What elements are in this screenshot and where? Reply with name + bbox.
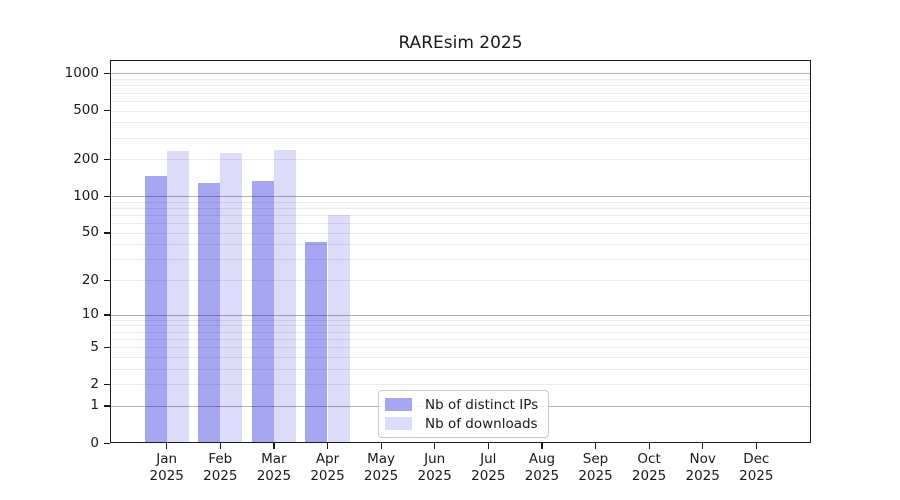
- x-tick-oct: [648, 443, 650, 449]
- x-tick-nov: [702, 443, 704, 449]
- bars-layer: [110, 60, 811, 443]
- x-tick-aug: [541, 443, 543, 449]
- gridline-7: [110, 331, 811, 333]
- x-tick-label-nov: Nov 2025: [685, 451, 720, 484]
- x-tick-label-dec: Dec 2025: [739, 451, 774, 484]
- y-tick-label-100: 100: [73, 187, 99, 204]
- x-tick-feb: [219, 443, 221, 449]
- gridline-90: [110, 201, 811, 203]
- bar-feb-distinct-ips: [198, 183, 221, 443]
- x-tick-jul: [487, 443, 489, 449]
- y-tick-label-1000: 1000: [64, 64, 99, 81]
- y-tick-label-20: 20: [81, 271, 99, 288]
- gridline-800: [110, 85, 811, 87]
- gridline-600: [110, 100, 811, 102]
- bar-feb-downloads: [220, 152, 243, 443]
- legend: Nb of distinct IPs Nb of downloads: [378, 390, 550, 438]
- y-tick-label-1: 1: [90, 397, 99, 414]
- x-tick-label-mar: Mar 2025: [256, 451, 292, 484]
- bar-apr-downloads: [327, 215, 350, 443]
- gridline-300: [110, 137, 811, 139]
- bar-apr-distinct-ips: [305, 241, 328, 443]
- x-tick-label-feb: Feb 2025: [203, 451, 238, 484]
- y-tick-1000: [104, 72, 110, 75]
- gridline-400: [110, 122, 811, 124]
- x-tick-label-sep: Sep 2025: [578, 451, 613, 484]
- legend-entry-distinct-ips: Nb of distinct IPs: [385, 395, 538, 414]
- gridline-9: [110, 319, 811, 321]
- x-tick-apr: [326, 443, 329, 449]
- legend-entry-downloads: Nb of downloads: [385, 414, 538, 433]
- legend-label-downloads: Nb of downloads: [425, 415, 538, 432]
- y-tick-500: [104, 110, 110, 112]
- gridline-70: [110, 215, 811, 217]
- gridline-3: [110, 368, 811, 370]
- y-tick-label-500: 500: [73, 102, 99, 118]
- gridline-10: [110, 314, 811, 316]
- y-tick-100: [104, 195, 110, 197]
- bar-jan-distinct-ips: [144, 176, 167, 443]
- y-tick-10: [104, 314, 110, 316]
- x-tick-jan: [166, 443, 168, 449]
- gridline-5: [110, 347, 811, 349]
- x-tick-label-apr: Apr 2025: [310, 451, 345, 484]
- x-tick-label-jan: Jan 2025: [149, 451, 184, 484]
- y-tick-2: [104, 383, 110, 386]
- gridline-1000: [110, 73, 811, 75]
- y-tick-label-2: 2: [90, 375, 99, 392]
- y-tick-200: [104, 158, 110, 161]
- gridline-2: [110, 384, 811, 386]
- y-tick-label-200: 200: [73, 150, 99, 167]
- gridline-4: [110, 356, 811, 358]
- x-tick-label-aug: Aug 2025: [524, 451, 560, 484]
- x-tick-dec: [755, 443, 757, 449]
- y-tick-0: [104, 442, 110, 444]
- y-tick-1: [104, 405, 110, 407]
- plot-area: [110, 60, 811, 443]
- y-tick-label-10: 10: [81, 306, 99, 323]
- x-tick-may: [380, 443, 382, 449]
- bar-jan-downloads: [166, 150, 189, 443]
- x-tick-jun: [434, 443, 436, 449]
- grid-layer: [110, 60, 811, 443]
- gridline-900: [110, 79, 811, 81]
- legend-label-distinct-ips: Nb of distinct IPs: [425, 396, 539, 413]
- x-tick-label-may: May 2025: [363, 451, 399, 484]
- gridline-60: [110, 223, 811, 225]
- gridline-100: [110, 196, 811, 198]
- y-tick-20: [104, 279, 110, 281]
- gridline-6: [110, 338, 811, 340]
- gridline-8: [110, 325, 811, 327]
- gridline-50: [110, 232, 811, 234]
- gridline-500: [110, 110, 811, 112]
- chart-title: RAREsim 2025: [398, 33, 523, 53]
- gridline-80: [110, 207, 811, 209]
- x-tick-label-jul: Jul 2025: [471, 451, 506, 484]
- y-tick-50: [104, 232, 110, 234]
- bar-mar-downloads: [273, 149, 297, 443]
- x-tick-label-jun: Jun 2025: [417, 451, 452, 484]
- gridline-40: [110, 244, 811, 246]
- x-tick-mar: [273, 443, 275, 449]
- bar-mar-distinct-ips: [251, 181, 274, 443]
- legend-swatch-downloads: [385, 417, 412, 430]
- y-tick-label-50: 50: [81, 224, 99, 241]
- y-tick-label-5: 5: [90, 338, 99, 355]
- x-tick-label-oct: Oct 2025: [631, 451, 667, 484]
- gridline-200: [110, 159, 811, 161]
- y-tick-label-0: 0: [90, 434, 99, 451]
- x-tick-sep: [594, 443, 597, 449]
- legend-swatch-distinct-ips: [385, 398, 412, 411]
- gridline-30: [110, 259, 811, 261]
- y-tick-5: [104, 346, 110, 348]
- gridline-20: [110, 280, 811, 282]
- gridline-700: [110, 92, 811, 94]
